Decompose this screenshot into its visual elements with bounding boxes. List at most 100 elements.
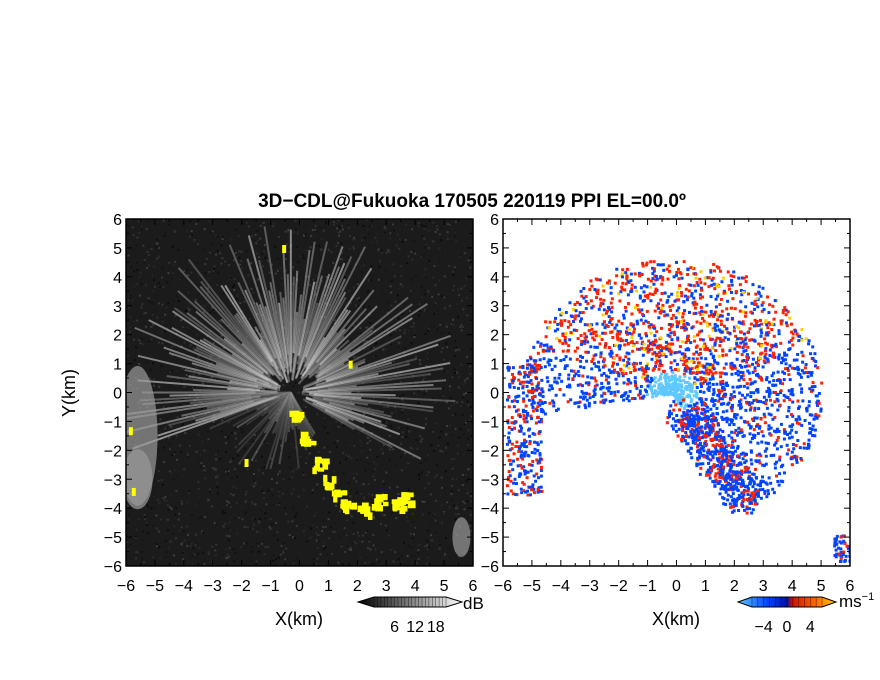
noise-pixel xyxy=(363,258,366,261)
noise-pixel xyxy=(257,278,260,281)
velocity-pixel xyxy=(531,405,535,409)
noise-pixel xyxy=(208,387,211,390)
noise-pixel xyxy=(131,299,134,302)
noise-pixel xyxy=(204,272,207,275)
noise-pixel xyxy=(325,276,328,279)
velocity-pixel xyxy=(775,438,779,442)
echo-ray xyxy=(305,289,375,375)
noise-pixel xyxy=(178,512,181,515)
velocity-pixel xyxy=(660,326,664,330)
velocity-pixel xyxy=(607,306,611,310)
noise-pixel xyxy=(316,557,319,560)
noise-pixel xyxy=(366,456,369,459)
noise-pixel xyxy=(159,306,162,309)
echo-ray xyxy=(315,328,346,364)
velocity-pixel xyxy=(690,385,694,389)
noise-pixel xyxy=(432,240,435,243)
velocity-pixel xyxy=(557,307,561,311)
noise-pixel xyxy=(437,423,440,426)
noise-pixel xyxy=(390,548,393,551)
noise-pixel xyxy=(367,483,370,486)
noise-pixel xyxy=(306,469,309,472)
velocity-pixel xyxy=(625,364,629,368)
noise-pixel xyxy=(287,228,290,231)
noise-pixel xyxy=(279,553,282,556)
noise-pixel xyxy=(338,225,341,228)
velocity-pixel xyxy=(712,262,716,266)
velocity-pixel xyxy=(589,332,593,336)
velocity-pixel xyxy=(604,374,608,378)
noise-pixel xyxy=(204,293,207,296)
velocity-pixel xyxy=(740,472,744,476)
noise-pixel xyxy=(441,496,444,499)
noise-pixel xyxy=(258,266,261,269)
velocity-pixel xyxy=(738,391,742,395)
noise-pixel xyxy=(365,518,368,521)
velocity-pixel xyxy=(571,377,575,381)
noise-pixel xyxy=(353,324,356,327)
noise-pixel xyxy=(162,406,165,409)
velocity-pixel xyxy=(567,377,571,381)
noise-pixel xyxy=(158,557,161,560)
velocity-pixel xyxy=(679,399,683,403)
velocity-pixel xyxy=(581,391,585,395)
noise-pixel xyxy=(467,390,470,393)
noise-pixel xyxy=(345,458,348,461)
noise-pixel xyxy=(179,542,182,545)
noise-pixel xyxy=(412,325,415,328)
velocity-pixel xyxy=(730,445,734,449)
noise-pixel xyxy=(187,274,190,277)
noise-pixel xyxy=(412,249,415,252)
noise-pixel xyxy=(188,492,191,495)
velocity-pixel xyxy=(753,299,757,303)
noise-pixel xyxy=(255,451,258,454)
noise-pixel xyxy=(427,290,430,293)
noise-pixel xyxy=(225,557,228,560)
velocity-pixel xyxy=(658,364,662,368)
noise-pixel xyxy=(147,297,150,300)
velocity-pixel xyxy=(744,305,748,309)
noise-pixel xyxy=(165,550,168,553)
velocity-pixel xyxy=(622,313,626,317)
noise-pixel xyxy=(456,348,459,351)
velocity-pixel xyxy=(671,313,675,317)
velocity-pixel xyxy=(782,393,786,397)
noise-pixel xyxy=(340,545,343,548)
noise-pixel xyxy=(358,529,361,532)
noise-pixel xyxy=(415,438,418,441)
noise-pixel xyxy=(444,537,447,540)
noise-pixel xyxy=(451,478,454,481)
noise-pixel xyxy=(207,550,210,553)
velocity-pixel xyxy=(761,487,765,491)
noise-pixel xyxy=(201,313,204,316)
figure-title: 3D−CDL@Fukuoka 170505 220119 PPI EL=00.0… xyxy=(258,191,686,212)
velocity-pixel xyxy=(568,338,572,342)
velocity-pixel xyxy=(735,357,739,361)
velocity-pixel xyxy=(767,427,771,431)
velocity-pixel xyxy=(651,277,655,281)
velocity-pixel xyxy=(678,375,682,379)
velocity-pixel xyxy=(742,359,746,363)
velocity-pixel xyxy=(766,360,770,364)
velocity-pixel xyxy=(738,283,742,287)
noise-pixel xyxy=(325,221,328,224)
noise-pixel xyxy=(334,530,337,533)
noise-pixel xyxy=(213,479,216,482)
velocity-pixel xyxy=(676,336,680,340)
velocity-pixel xyxy=(556,407,560,411)
noise-pixel xyxy=(375,558,378,561)
noise-pixel xyxy=(433,514,436,517)
echo-ray xyxy=(316,363,410,388)
highlight-pixel xyxy=(348,360,353,369)
velocity-pixel xyxy=(666,299,670,303)
velocity-pixel xyxy=(740,393,744,397)
velocity-pixel xyxy=(716,412,720,416)
noise-pixel xyxy=(417,549,420,552)
velocity-pixel xyxy=(629,381,633,385)
velocity-pixel xyxy=(807,371,811,375)
noise-pixel xyxy=(352,247,355,250)
velocity-pixel xyxy=(551,399,555,403)
noise-pixel xyxy=(127,318,130,321)
noise-pixel xyxy=(298,435,301,438)
